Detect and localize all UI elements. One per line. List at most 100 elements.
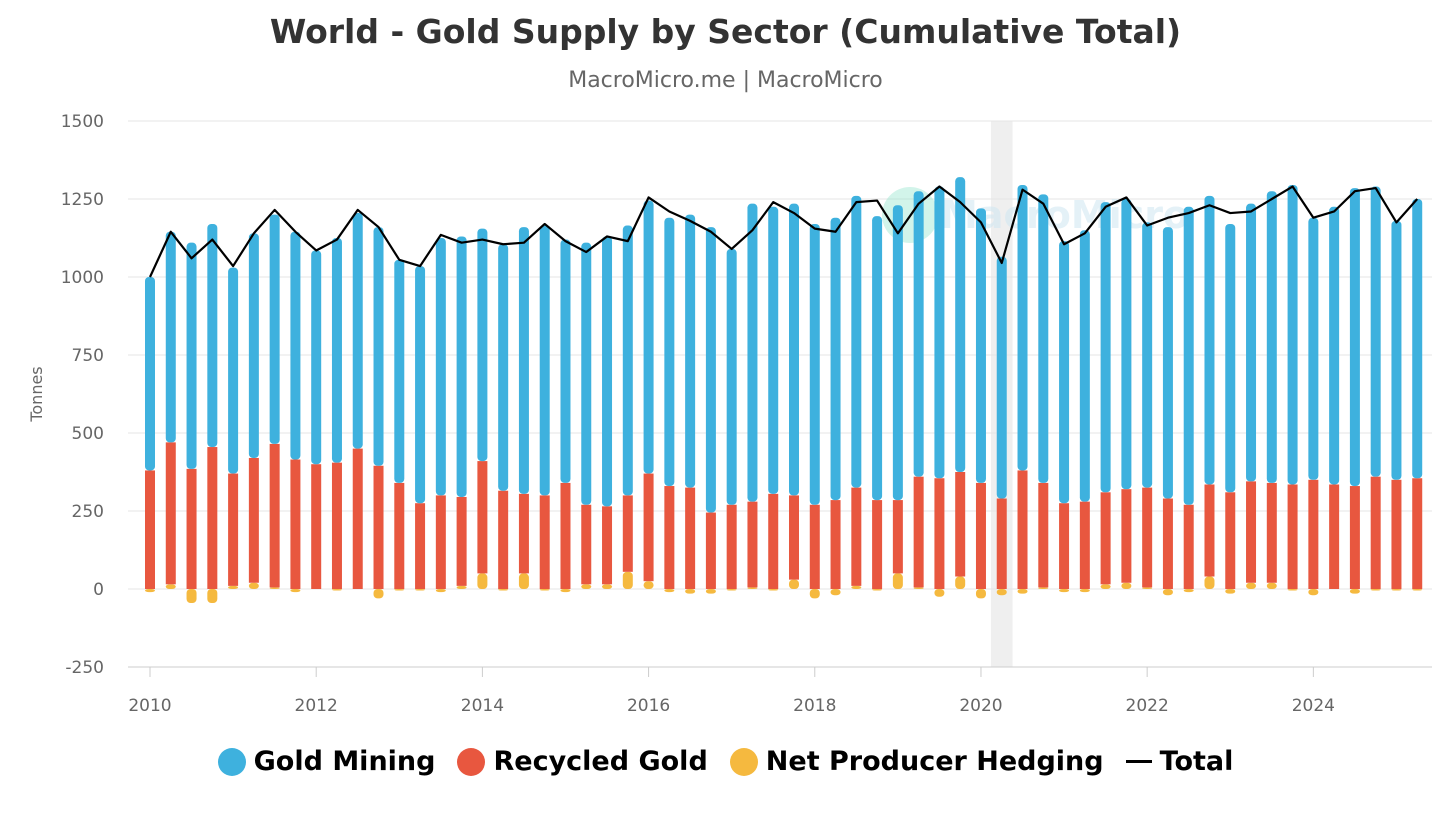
bar-segment-recycled-gold: [1266, 482, 1277, 583]
bar-segment-net-producer-hedging: [1225, 589, 1236, 594]
bar-segment-recycled-gold: [581, 504, 592, 585]
bar-segment-gold-mining: [955, 177, 966, 472]
bar-segment-recycled-gold: [1059, 503, 1070, 589]
bar-segment-recycled-gold: [1308, 479, 1319, 589]
bar-segment-gold-mining: [1225, 223, 1236, 493]
x-tick-label: 2018: [793, 696, 836, 716]
bar-segment-recycled-gold: [331, 462, 342, 589]
bar-segment-gold-mining: [768, 206, 779, 494]
bar-segment-gold-mining: [498, 244, 509, 491]
bar-segment-gold-mining: [622, 225, 633, 496]
bar-segment-gold-mining: [248, 233, 259, 458]
bar-segment-net-producer-hedging: [1100, 584, 1111, 589]
legend-swatch-net-producer-hedging: [729, 747, 758, 776]
bar-segment-recycled-gold: [248, 457, 259, 583]
y-tick-label: 250: [72, 502, 104, 522]
bar-segment-recycled-gold: [539, 495, 550, 589]
bar-segment-recycled-gold: [1329, 484, 1340, 589]
bar-segment-net-producer-hedging: [1246, 582, 1257, 589]
bar-segment-recycled-gold: [269, 443, 280, 588]
bar-segment-net-producer-hedging: [456, 585, 467, 589]
bar-segment-net-producer-hedging: [913, 587, 924, 589]
bar-segment-gold-mining: [664, 217, 675, 487]
bar-segment-recycled-gold: [955, 472, 966, 577]
bar-segment-net-producer-hedging: [1142, 587, 1153, 589]
bar-segment-gold-mining: [1370, 186, 1381, 477]
bar-segment-recycled-gold: [145, 470, 155, 589]
bar-segment-recycled-gold: [643, 473, 654, 582]
bar-segment-gold-mining: [311, 250, 322, 465]
legend-item-total[interactable]: Total: [1125, 746, 1233, 777]
bar-segment-net-producer-hedging: [581, 584, 592, 589]
bar-segment-recycled-gold: [1038, 482, 1049, 588]
bar-segment-gold-mining: [145, 277, 155, 471]
bar-segment-recycled-gold: [1246, 481, 1257, 583]
bar-segment-gold-mining: [1162, 227, 1173, 499]
bar-segment-net-producer-hedging: [1162, 589, 1173, 596]
bar-segment-gold-mining: [1142, 222, 1153, 488]
bar-segment-gold-mining: [934, 186, 945, 479]
bar-segment-gold-mining: [726, 248, 737, 505]
bar-segment-recycled-gold: [1017, 470, 1028, 589]
bar-segment-recycled-gold: [1370, 476, 1381, 589]
bar-segment-recycled-gold: [477, 461, 488, 574]
bar-segment-net-producer-hedging: [726, 589, 737, 591]
x-tick-label: 2020: [959, 696, 1002, 716]
bar-segment-recycled-gold: [518, 493, 529, 574]
bar-segment-net-producer-hedging: [228, 585, 239, 589]
bar-segment-net-producer-hedging: [290, 589, 301, 593]
bar-segment-gold-mining: [560, 239, 571, 483]
bar-segment-gold-mining: [1246, 203, 1257, 482]
bar-segment-recycled-gold: [1349, 486, 1360, 589]
bar-segment-recycled-gold: [186, 468, 197, 589]
legend-item-net-producer-hedging[interactable]: Net Producer Hedging: [729, 746, 1104, 777]
legend-item-gold-mining[interactable]: Gold Mining: [217, 746, 435, 777]
bar-segment-recycled-gold: [165, 442, 176, 585]
bar-segment-gold-mining: [456, 236, 467, 497]
x-tick-label: 2012: [295, 696, 338, 716]
bar-segment-net-producer-hedging: [934, 589, 945, 597]
chart-subtitle: MacroMicro.me | MacroMicro: [568, 68, 883, 93]
bar-segment-gold-mining: [1204, 195, 1215, 485]
bar-segment-gold-mining: [975, 208, 986, 483]
bar-segment-recycled-gold: [1412, 478, 1423, 589]
bar-segment-net-producer-hedging: [1079, 589, 1090, 593]
bar-segment-net-producer-hedging: [269, 587, 280, 589]
bar-segment-recycled-gold: [685, 487, 696, 589]
bar-segment-gold-mining: [913, 191, 924, 477]
y-tick-label: -250: [65, 658, 104, 678]
bar-segment-net-producer-hedging: [1287, 589, 1298, 591]
bar-segment-recycled-gold: [560, 482, 571, 589]
bar-segment-recycled-gold: [311, 464, 322, 589]
legend-item-recycled-gold[interactable]: Recycled Gold: [457, 746, 708, 777]
bar-segment-net-producer-hedging: [145, 589, 155, 593]
y-tick-label: 1250: [61, 190, 104, 210]
bar-segment-recycled-gold: [851, 487, 862, 586]
x-tick-label: 2016: [627, 696, 670, 716]
bar-segment-gold-mining: [1079, 230, 1090, 502]
bar-segment-net-producer-hedging: [664, 589, 675, 593]
bar-segment-recycled-gold: [1204, 484, 1215, 577]
bar-segment-net-producer-hedging: [248, 582, 259, 589]
bar-segment-gold-mining: [996, 256, 1007, 499]
bar-segment-net-producer-hedging: [331, 589, 342, 591]
bar-segment-recycled-gold: [996, 498, 1007, 589]
bar-segment-gold-mining: [373, 227, 384, 466]
bar-segment-gold-mining: [1391, 220, 1402, 480]
bar-segment-gold-mining: [643, 200, 654, 474]
bar-segment-gold-mining: [352, 213, 363, 449]
bar-segment-net-producer-hedging: [435, 589, 446, 593]
bar-segment-gold-mining: [872, 216, 883, 501]
bar-segment-gold-mining: [1266, 191, 1277, 483]
total-line-layer: [149, 185, 1419, 278]
bar-segment-net-producer-hedging: [1412, 589, 1423, 591]
bar-segment-recycled-gold: [664, 486, 675, 589]
bar-segment-recycled-gold: [747, 501, 758, 588]
legend-line-total: [1125, 760, 1152, 763]
bar-segment-recycled-gold: [934, 478, 945, 589]
bar-segment-net-producer-hedging: [1017, 589, 1028, 594]
bar-segment-net-producer-hedging: [186, 589, 197, 604]
bar-segment-net-producer-hedging: [1266, 582, 1277, 589]
bar-segment-gold-mining: [269, 214, 280, 444]
bar-segment-recycled-gold: [435, 495, 446, 589]
